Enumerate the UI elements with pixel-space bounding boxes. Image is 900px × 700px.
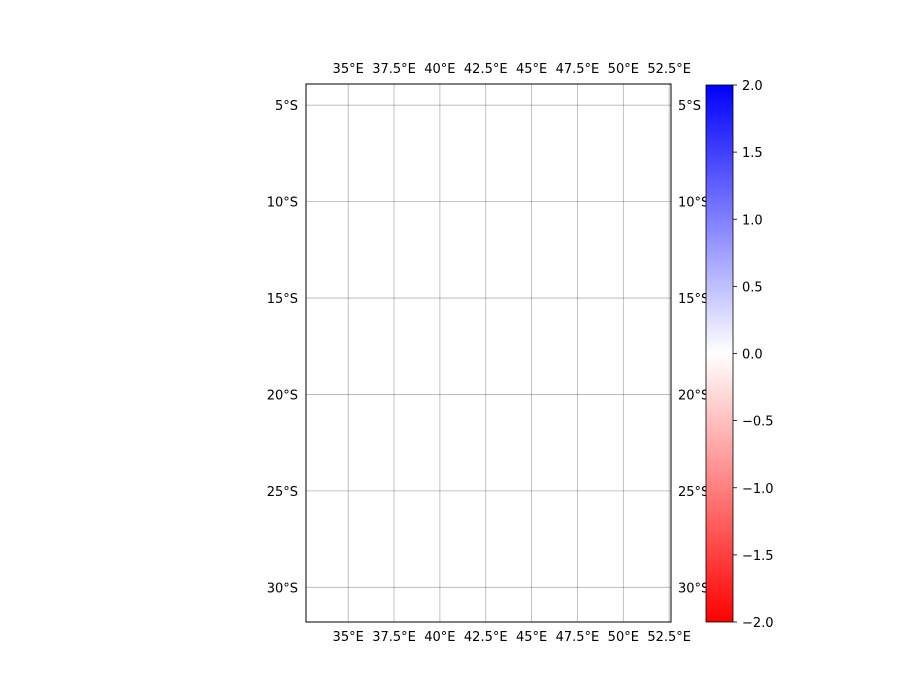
- x-tick-label-top: 52.5°E: [647, 62, 691, 77]
- y-tick-labels-right: 5°S 10°S 15°S 20°S 25°S 30°S: [678, 99, 709, 596]
- gridlines: [306, 84, 671, 622]
- colorbar-tick-label: −2.0: [742, 616, 774, 631]
- colorbar-tick-label: 0.0: [742, 348, 763, 363]
- x-tick-labels-top: 35°E 37.5°E 40°E 42.5°E 45°E 47.5°E 50°E 52.5°E: [333, 62, 691, 77]
- x-tick-label-bottom: 40°E: [424, 630, 455, 645]
- x-tick-label-bottom: 42.5°E: [464, 630, 508, 645]
- y-tick-label-right: 15°S: [678, 292, 709, 307]
- y-tick-label-right: 10°S: [678, 196, 709, 211]
- y-tick-label-left: 30°S: [267, 581, 298, 596]
- y-tick-labels-left: 5°S 10°S 15°S 20°S 25°S 30°S: [267, 99, 298, 596]
- colorbar-tick-label: −0.5: [742, 415, 774, 430]
- x-tick-label-bottom: 50°E: [608, 630, 639, 645]
- x-tick-label-top: 50°E: [608, 62, 639, 77]
- colorbar: [705, 84, 734, 623]
- y-tick-label-left: 5°S: [275, 99, 298, 114]
- x-tick-label-top: 40°E: [424, 62, 455, 77]
- colorbar-tick-label: 1.5: [742, 146, 763, 161]
- map-plot-area: [305, 83, 672, 623]
- colorbar-tick-label: 2.0: [742, 79, 763, 94]
- y-tick-label-left: 25°S: [267, 485, 298, 500]
- y-tick-label-left: 10°S: [267, 196, 298, 211]
- x-tick-label-top: 35°E: [333, 62, 364, 77]
- y-tick-label-left: 15°S: [267, 292, 298, 307]
- x-tick-label-bottom: 52.5°E: [647, 630, 691, 645]
- y-tick-label-left: 20°S: [267, 388, 298, 403]
- x-tick-label-top: 37.5°E: [372, 62, 416, 77]
- x-tick-label-bottom: 47.5°E: [556, 630, 600, 645]
- colorbar-tick-labels: 2.0 1.5 1.0 0.5 0.0 −0.5 −1.0 −1.5 −2.0: [733, 79, 774, 631]
- colorbar-tick-label: 0.5: [742, 280, 763, 295]
- colorbar-tick-label: −1.5: [742, 549, 774, 564]
- x-tick-labels-bottom: 35°E 37.5°E 40°E 42.5°E 45°E 47.5°E 50°E 52.5°E: [333, 630, 691, 645]
- colorbar-tick-label: 1.0: [742, 213, 763, 228]
- y-tick-label-right: 30°S: [678, 581, 709, 596]
- y-tick-label-right: 20°S: [678, 388, 709, 403]
- x-tick-label-top: 42.5°E: [464, 62, 508, 77]
- x-tick-label-top: 45°E: [516, 62, 547, 77]
- y-tick-label-right: 25°S: [678, 485, 709, 500]
- x-tick-label-bottom: 45°E: [516, 630, 547, 645]
- y-tick-label-right: 5°S: [678, 99, 701, 114]
- x-tick-label-bottom: 35°E: [333, 630, 364, 645]
- x-tick-label-bottom: 37.5°E: [372, 630, 416, 645]
- colorbar-tick-label: −1.0: [742, 482, 774, 497]
- x-tick-label-top: 47.5°E: [556, 62, 600, 77]
